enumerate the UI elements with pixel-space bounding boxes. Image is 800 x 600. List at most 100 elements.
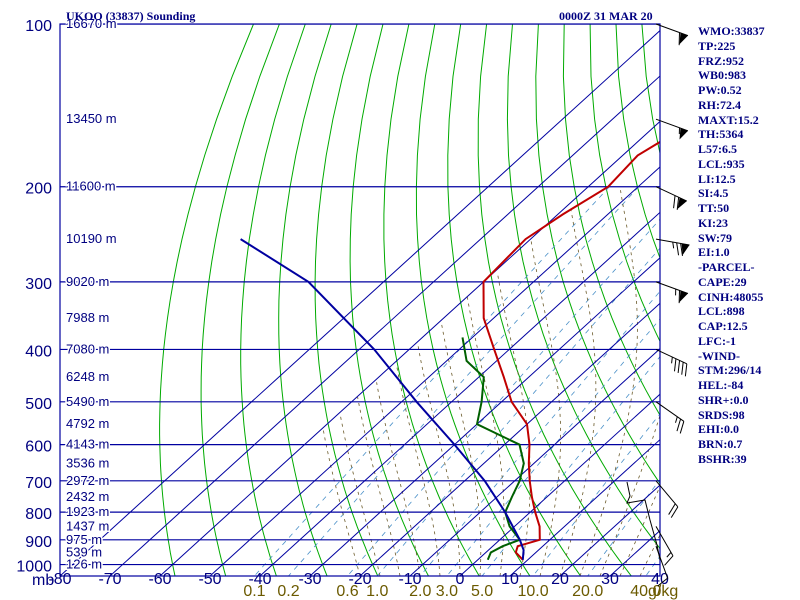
wind-barb-half-feather: [672, 241, 675, 249]
mixing-ratio-line: [446, 318, 660, 576]
wind-barb-feather: [677, 360, 681, 374]
index-item: L57:6.5: [698, 142, 737, 156]
dry-adiabat: [415, 24, 531, 576]
wind-barb-feather: [684, 363, 688, 377]
mixing-ratio-line: [481, 356, 660, 576]
mixing-ratio-label: 0.6: [336, 583, 358, 600]
isotherm: [259, 211, 660, 576]
wind-barb-feather: [676, 197, 680, 210]
height-label: 1437 m: [66, 518, 109, 533]
wind-barb-feather: [679, 421, 685, 434]
index-item: RH:72.4: [698, 97, 741, 112]
dry-adiabat: [278, 24, 332, 576]
wind-barb-staff: [655, 281, 689, 294]
height-label: 3536 m: [66, 455, 109, 470]
index-item: -WIND-: [698, 348, 740, 363]
moist-adiabat: [579, 186, 638, 576]
isotherm: [459, 393, 660, 576]
isotherm: [209, 166, 660, 576]
index-item: -PARCEL-: [698, 260, 755, 274]
dry-adiabat: [314, 24, 379, 576]
index-item: SRDS:98: [698, 407, 745, 422]
temperature-tick-label: -10: [398, 571, 421, 588]
plot-frame: [59, 23, 661, 577]
height-label: 13450 m: [66, 111, 117, 126]
dry-adiabat: [477, 24, 632, 576]
dry-adiabat: [615, 24, 660, 260]
temperature-tick-label: 30: [601, 571, 619, 588]
wind-barb-feather: [673, 195, 676, 209]
wind-barb-flag: [679, 290, 688, 303]
dry-adiabat: [771, 24, 800, 576]
height-label: 16670 m: [66, 16, 117, 31]
index-item: STM:296/14: [698, 363, 762, 378]
height-label: 4143 m: [66, 437, 109, 452]
index-item: CINH:48055: [698, 289, 764, 304]
moist-adiabat: [466, 297, 505, 576]
wind-barb: [655, 526, 674, 566]
moist-adiabat: [599, 414, 660, 576]
height-label: 9020 m: [66, 274, 109, 289]
temperature-profile: [482, 140, 660, 561]
height-label: 539 m: [66, 545, 102, 560]
temperature-tick-label: -40: [248, 571, 271, 588]
wind-barb-flag: [679, 32, 688, 45]
plot-area: [60, 24, 800, 576]
isotherm: [159, 120, 660, 576]
wind-barb: [655, 23, 689, 46]
wind-barb-feather: [668, 503, 676, 515]
isotherm: [109, 75, 660, 576]
parcel-profile: [240, 238, 525, 560]
pressure-tick-label: 900: [25, 534, 52, 551]
index-item: WMO:33837: [698, 24, 765, 38]
wind-barb-half-feather: [675, 289, 677, 296]
wind-barb-half-feather: [678, 127, 680, 135]
index-item: WB0:983: [698, 68, 746, 83]
wind-barb-feather: [678, 290, 680, 304]
wind-barb-feather: [664, 555, 674, 566]
pressure-tick-label: 100: [25, 18, 52, 35]
dry-adiabat: [383, 24, 480, 576]
index-item: EI:1.0: [698, 245, 730, 260]
temperature-tick-label: -50: [198, 571, 221, 588]
wind-barb-feather: [676, 242, 680, 256]
wind-barb-staff: [655, 23, 689, 37]
wind-barb-feather: [676, 418, 682, 432]
moist-adiabat: [396, 366, 441, 576]
index-item: LI:12.5: [698, 171, 736, 186]
dry-adiabat: [562, 24, 660, 417]
pressure-tick-label: 1000: [16, 559, 52, 576]
height-label: 126 m: [66, 557, 102, 572]
height-label: 975 m: [66, 532, 102, 547]
index-item: TT:50: [698, 201, 730, 215]
temperature-tick-label: -70: [98, 571, 121, 588]
pressure-tick-label: 200: [25, 181, 52, 198]
mixing-ratio-line: [254, 186, 610, 576]
pressure-tick-label: 500: [25, 396, 52, 413]
dry-adiabat: [447, 24, 582, 576]
dry-adiabat: [506, 24, 660, 550]
wind-barb-feather: [681, 362, 684, 375]
moist-adiabat: [530, 239, 561, 576]
mixing-ratio-label: 5.0: [471, 583, 493, 600]
temperature-tick-label: 0: [456, 571, 465, 588]
height-label: 7988 m: [66, 310, 109, 325]
moist-adiabat: [497, 273, 531, 576]
index-item: LCL:898: [698, 304, 745, 319]
pressure-tick-label: 600: [25, 439, 52, 456]
height-label: 4792 m: [66, 416, 109, 431]
index-item: TP:225: [698, 38, 736, 53]
wind-barb-half-feather: [675, 416, 678, 423]
mixing-ratio-label: 1.0: [366, 583, 388, 600]
pressure-tick-label: 800: [25, 506, 52, 523]
wind-barb: [655, 480, 679, 518]
wind-barb: [655, 348, 688, 377]
moist-adiabat: [441, 324, 482, 576]
index-item: KI:23: [698, 215, 728, 230]
height-label: 11600 m: [66, 179, 116, 194]
mixing-ratio-label: 2.0: [409, 583, 431, 600]
pressure-tick-label: 400: [25, 343, 52, 360]
index-item: TH:5364: [698, 127, 744, 142]
index-item: PW:0.52: [698, 83, 742, 97]
index-item: BSHR:39: [698, 451, 747, 466]
